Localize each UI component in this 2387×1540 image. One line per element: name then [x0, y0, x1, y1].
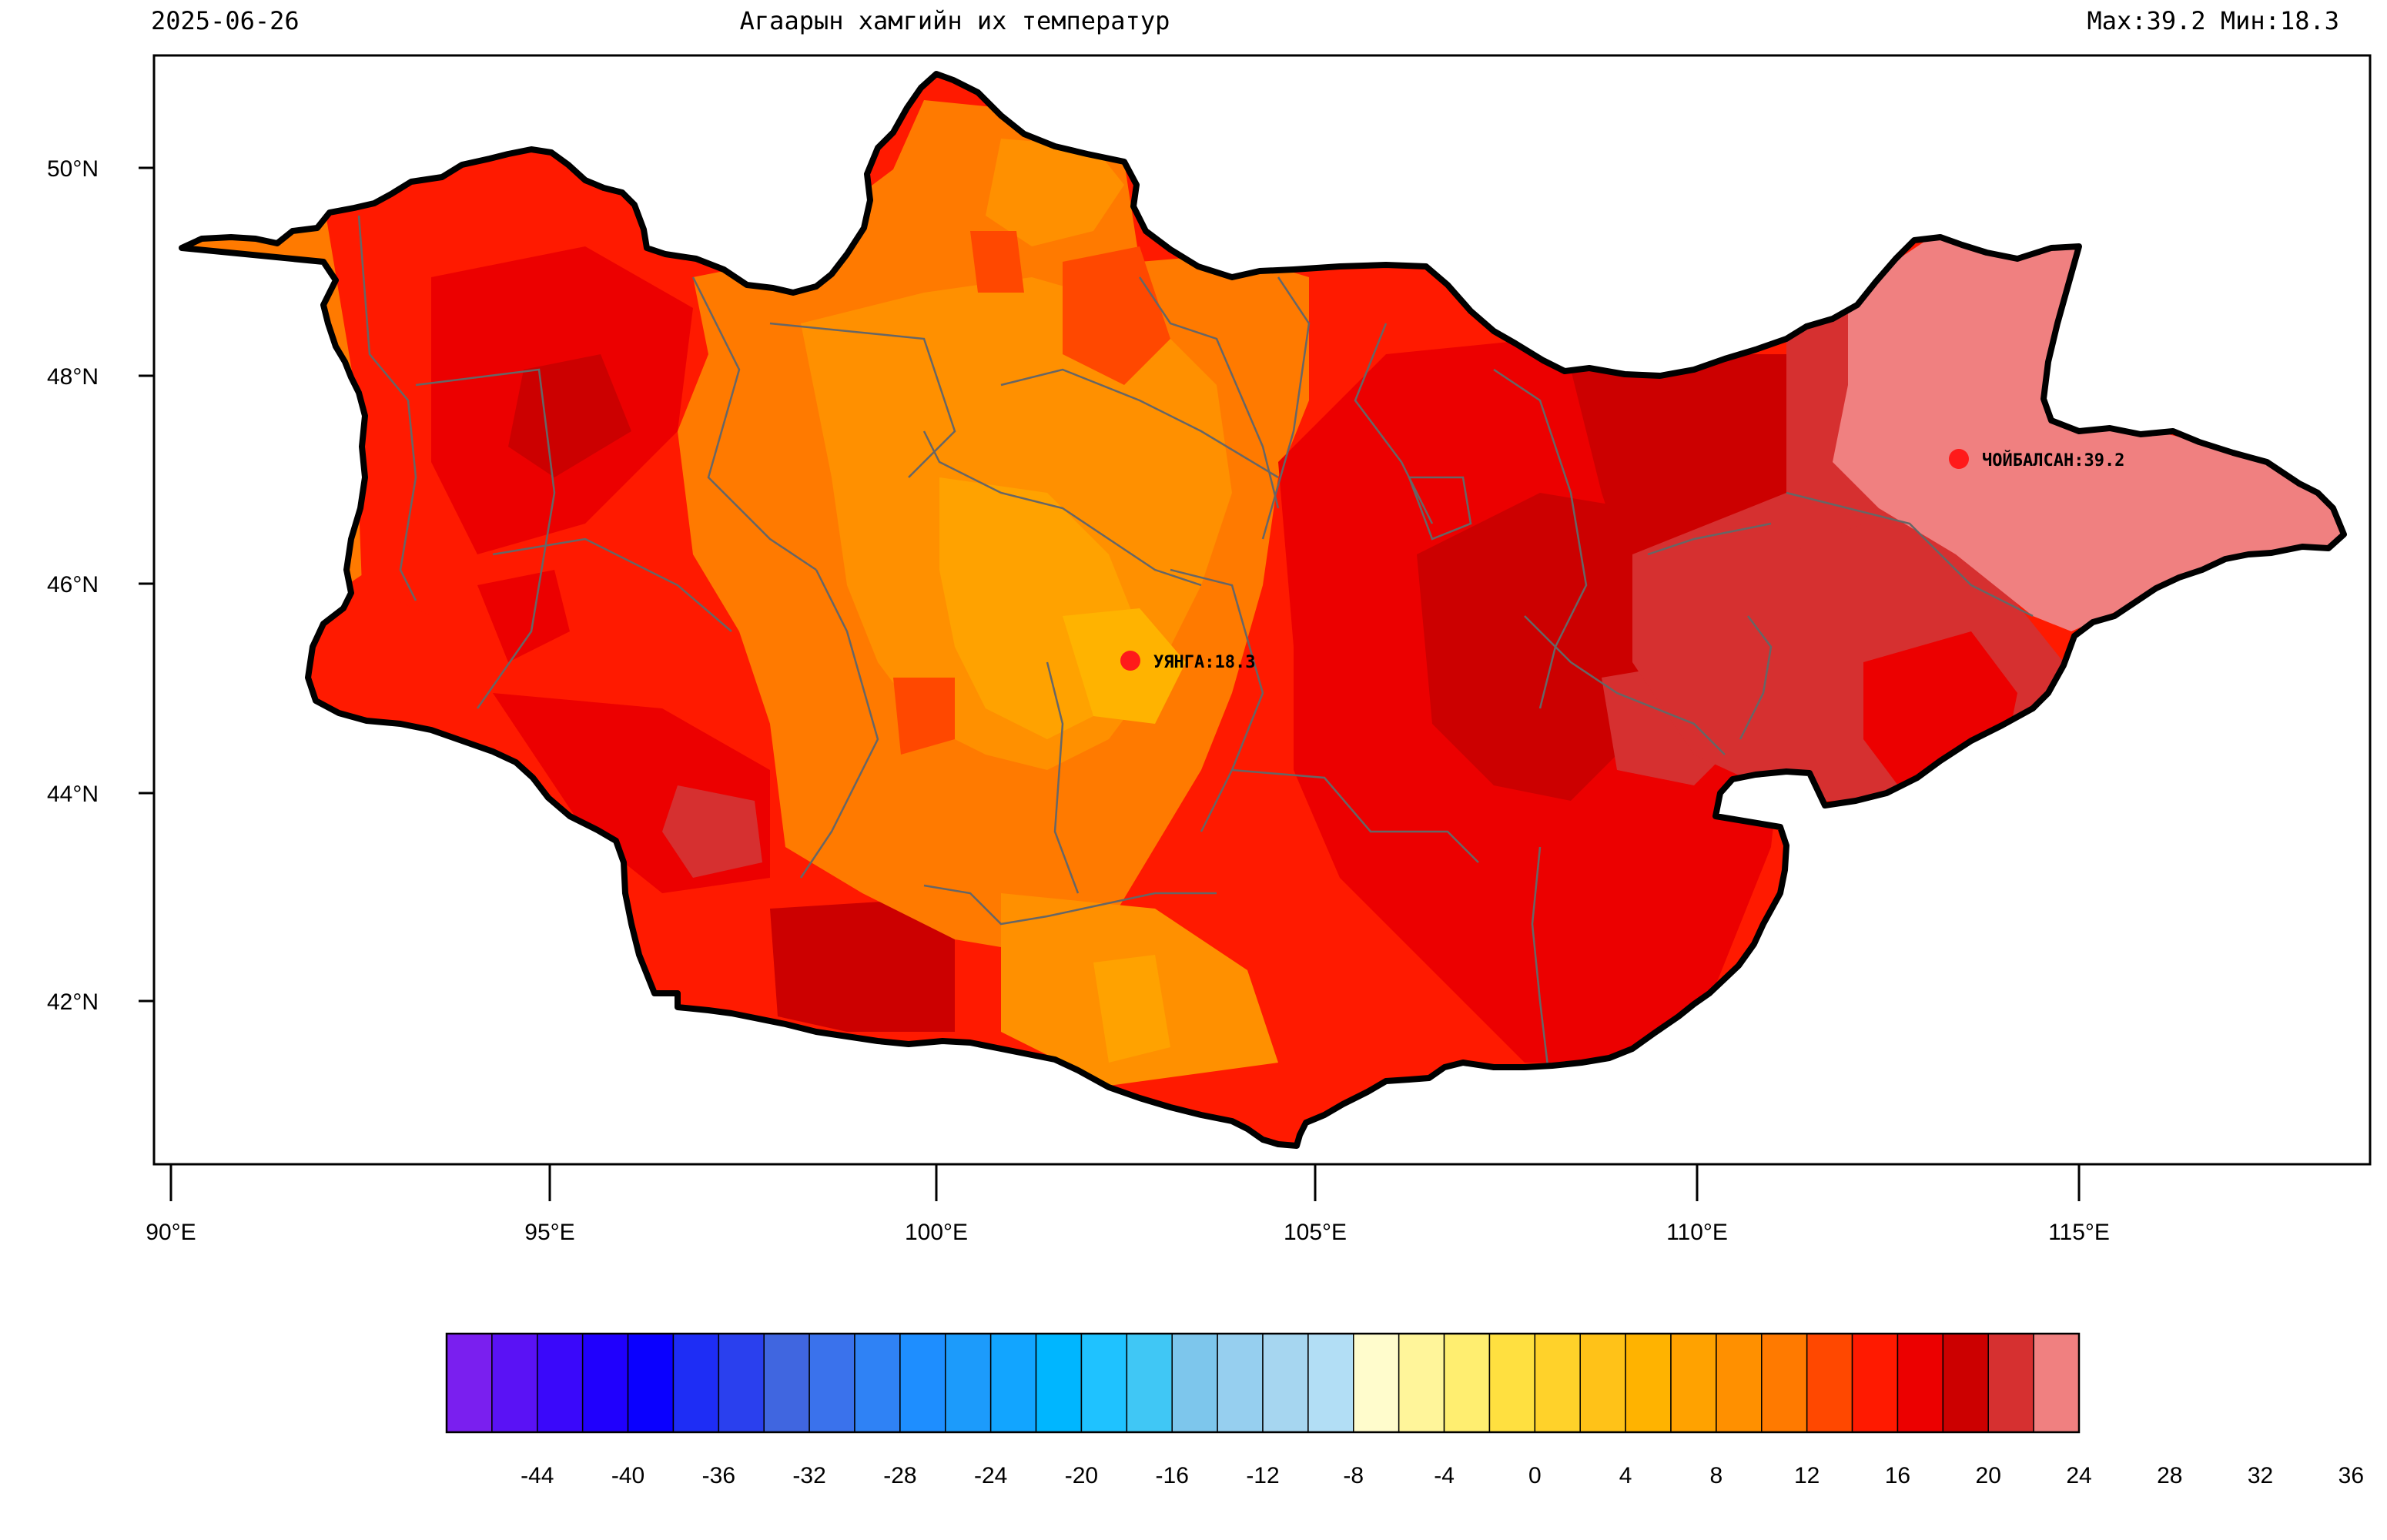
lat-tick-label: 48°N	[47, 364, 99, 390]
colorbar-labels: -44 -40 -36 -32 -28 -24 -20 -16 -12 -8 -4 0 4 8 12 16 20…	[521, 1463, 2364, 1488]
colorbar-swatch	[1398, 1333, 1445, 1433]
colorbar-label: 32	[2248, 1463, 2273, 1488]
colorbar-swatch	[1942, 1333, 1989, 1433]
colorbar-swatch	[899, 1333, 946, 1433]
colorbar-label: -12	[1246, 1463, 1279, 1488]
colorbar-label: -16	[1156, 1463, 1189, 1488]
colorbar-swatch	[718, 1333, 765, 1433]
lat-tick-label: 46°N	[47, 572, 99, 598]
colorbar-label: 16	[1885, 1463, 1910, 1488]
lon-tick-label: 115°E	[2048, 1220, 2110, 1245]
colorbar-swatch	[1716, 1333, 1763, 1433]
colorbar-label: 36	[2338, 1463, 2364, 1488]
max-min-readout: Max:39.2 Мин:18.3	[2087, 6, 2339, 35]
map-title: Агаарын хамгийн их температур	[739, 6, 1170, 35]
colorbar-swatch	[1761, 1333, 1808, 1433]
colorbar-swatch	[627, 1333, 675, 1433]
colorbar-swatch	[1262, 1333, 1309, 1433]
colorbar-swatch	[1534, 1333, 1581, 1433]
colorbar-swatch	[1806, 1333, 1853, 1433]
colorbar-label: -4	[1434, 1463, 1455, 1488]
colorbar-label: -28	[883, 1463, 916, 1488]
station-choibalsan: ЧОЙБАЛСАН:39.2	[1949, 449, 2124, 470]
colorbar-swatch	[989, 1333, 1037, 1433]
colorbar-label: 8	[1710, 1463, 1723, 1488]
colorbar-swatch	[1353, 1333, 1400, 1433]
lat-axis	[139, 166, 154, 1003]
colorbar-label: -24	[974, 1463, 1007, 1488]
colorbar-swatch	[945, 1333, 992, 1433]
colorbar-swatch	[1307, 1333, 1354, 1433]
colorbar-swatch	[2033, 1333, 2080, 1433]
colorbar-label: -32	[792, 1463, 825, 1488]
colorbar-swatch	[1080, 1333, 1128, 1433]
colorbar-swatch	[491, 1333, 538, 1433]
colorbar-swatch	[446, 1333, 493, 1433]
colorbar-swatch	[1488, 1333, 1536, 1433]
station-label: УЯНГА:18.3	[1153, 653, 1255, 672]
province-borders	[357, 215, 2034, 1066]
station-marker	[1120, 651, 1140, 671]
colorbar-swatch	[1897, 1333, 1944, 1433]
colorbar-swatch	[1670, 1333, 1717, 1433]
colorbar-swatch	[1625, 1333, 1672, 1433]
colorbar-swatch	[1171, 1333, 1218, 1433]
colorbar-label: -44	[521, 1463, 554, 1488]
colorbar-label: 28	[2157, 1463, 2182, 1488]
colorbar-swatch	[1987, 1333, 2034, 1433]
station-uyanga: УЯНГА:18.3	[1120, 651, 1255, 672]
lat-tick-label: 44°N	[47, 782, 99, 807]
colorbar-swatch	[1443, 1333, 1491, 1433]
colorbar-label: 4	[1619, 1463, 1632, 1488]
colorbar-swatch	[537, 1333, 584, 1433]
colorbar-frame	[445, 1332, 2081, 1434]
colorbar-swatch	[854, 1333, 901, 1433]
colorbar-label: 0	[1528, 1463, 1542, 1488]
colorbar-swatch	[808, 1333, 855, 1433]
colorbar-swatch	[672, 1333, 720, 1433]
colorbar-label: -40	[611, 1463, 644, 1488]
colorbar-swatch	[1035, 1333, 1083, 1433]
colorbar-swatch	[581, 1333, 629, 1433]
lon-axis	[169, 1164, 2081, 1201]
colorbar-swatch	[1126, 1333, 1173, 1433]
lon-tick-label: 110°E	[1666, 1220, 1728, 1245]
colorbar-swatch	[1579, 1333, 1626, 1433]
station-marker	[1949, 449, 1969, 469]
lat-tick-label: 42°N	[47, 989, 99, 1015]
station-label: ЧОЙБАЛСАН:39.2	[1982, 450, 2124, 470]
colorbar-label: -8	[1343, 1463, 1364, 1488]
lon-tick-label: 105°E	[1284, 1220, 1347, 1245]
colorbar-swatch	[1217, 1333, 1264, 1433]
lon-tick-label: 90°E	[146, 1220, 196, 1245]
colorbar-label: -20	[1065, 1463, 1098, 1488]
colorbar-label: 24	[2066, 1463, 2091, 1488]
colorbar-label: -36	[702, 1463, 735, 1488]
map-date: 2025-06-26	[151, 6, 300, 35]
colorbar-label: 20	[1976, 1463, 2001, 1488]
lon-tick-label: 95°E	[524, 1220, 574, 1245]
lat-tick-label: 50°N	[47, 156, 99, 182]
colorbar-swatch	[763, 1333, 810, 1433]
lon-tick-label: 100°E	[905, 1220, 968, 1245]
colorbar	[445, 1332, 2081, 1434]
colorbar-swatch	[1851, 1333, 1899, 1433]
colorbar-label: 12	[1794, 1463, 1820, 1488]
